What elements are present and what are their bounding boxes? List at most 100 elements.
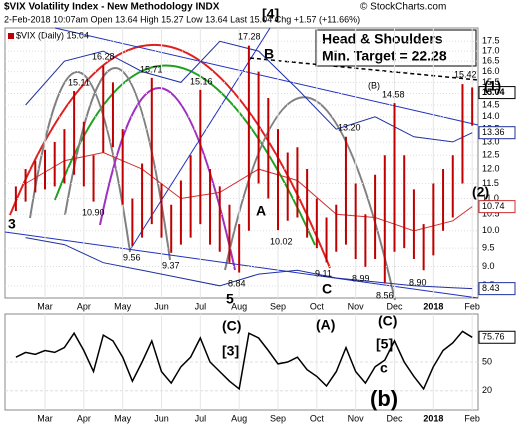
overlay-line — [25, 237, 473, 290]
x-tick-label: Jun — [154, 301, 169, 311]
value-box — [478, 330, 516, 344]
y-tick-label: 17.0 — [482, 45, 500, 55]
annotation: 13.20 — [338, 122, 361, 132]
legend-swatch — [8, 33, 14, 39]
y-tick-label: 10.0 — [482, 225, 500, 235]
source: © StockCharts.com — [360, 2, 446, 13]
x-tick-label: Mar — [37, 301, 53, 311]
value-box — [478, 282, 516, 296]
x-tick-label: Nov — [348, 413, 365, 423]
annotation: 9.11 — [315, 268, 332, 278]
annotation: 10.90 — [82, 207, 105, 217]
cycle-arc — [9, 43, 331, 269]
y-tick-label: 14.5 — [482, 99, 500, 109]
x-tick-label: Jul — [195, 301, 207, 311]
annotation: 5 — [226, 291, 234, 307]
y-tick-label: 50 — [482, 356, 492, 366]
annotation: (B) — [368, 80, 380, 90]
annotation: (1) — [484, 78, 501, 94]
y-tick-label: 20 — [482, 385, 492, 395]
annotation: 14.58 — [382, 89, 405, 99]
y-tick-label: 9.0 — [482, 261, 495, 271]
cycle-arc — [64, 67, 171, 261]
annotation: c — [380, 360, 388, 376]
y-tick-label: 16.0 — [482, 66, 500, 76]
cycle-arc — [99, 87, 236, 271]
y-tick-label: 12.0 — [482, 163, 500, 173]
note: Head & Shoulders — [322, 31, 443, 47]
chart-subtitle: 2-Feb-2018 10:07am Open 13.64 High 15.27… — [4, 14, 360, 24]
x-tick-label: Dec — [386, 413, 403, 423]
annotation: 8.84 — [228, 278, 246, 288]
x-tick-label: 2018 — [423, 301, 443, 311]
x-tick-label: Aug — [231, 413, 247, 423]
overlay-line — [25, 40, 473, 143]
main-panel — [4, 27, 479, 299]
value-box-label: 10.74 — [482, 201, 505, 211]
annotation: 15.11 — [68, 77, 90, 87]
trend-line — [54, 27, 479, 126]
x-tick-label: Oct — [310, 413, 325, 423]
x-tick-label: Sep — [270, 301, 286, 311]
x-tick-label: Oct — [310, 301, 325, 311]
note-box — [315, 29, 477, 67]
x-tick-label: 2018 — [423, 413, 443, 423]
x-tick-label: Aug — [231, 301, 247, 311]
cycle-arc — [29, 71, 131, 253]
annotation: 10.02 — [270, 236, 293, 246]
annotation: 17.28 — [238, 31, 261, 41]
annotation: B — [264, 46, 274, 62]
annotation: (C) — [222, 318, 241, 334]
annotation: 15.16 — [190, 76, 213, 86]
overlay-lines — [4, 27, 479, 301]
cycle-arc — [224, 96, 396, 301]
x-tick-label: Feb — [464, 413, 480, 423]
y-tick-label: 9.5 — [482, 243, 495, 253]
legend-entry: $VIX (Daily) 15.04 — [16, 30, 89, 40]
x-tick-label: Sep — [270, 413, 286, 423]
annotation: 9.37 — [162, 260, 180, 270]
y-tick-label: 16.5 — [482, 56, 500, 66]
y-tick-label: 11.0 — [482, 193, 499, 203]
annotation: (2) — [472, 184, 489, 200]
x-tick-label: Apr — [77, 413, 91, 423]
value-box — [478, 126, 516, 140]
note: Min. Target = 22.28 — [322, 48, 447, 64]
x-tick-label: Feb — [464, 301, 480, 311]
y-tick-label: 13.0 — [482, 136, 500, 146]
x-tick-label: Jun — [154, 413, 169, 423]
annotation: 15.71 — [140, 64, 163, 74]
y-tick-label: 10.5 — [482, 209, 500, 219]
annotation: 15.42 — [454, 69, 477, 79]
annotation: [5] — [376, 336, 393, 352]
y-tick-label: 14.0 — [482, 111, 500, 121]
annotation: 8.90 — [409, 277, 427, 287]
x-tick-label: Apr — [77, 301, 91, 311]
value-box — [478, 200, 516, 214]
annotation: 8.99 — [352, 273, 370, 283]
y-tick-label: 15.5 — [482, 77, 500, 87]
chart-title: $VIX Volatility Index - New Methodology … — [4, 2, 220, 13]
annotation: 8.56 — [376, 290, 394, 300]
annotation: 16.28 — [92, 51, 115, 61]
annotation: A — [256, 203, 266, 219]
value-box-label: 13.36 — [482, 127, 505, 137]
annotation: (b) — [370, 386, 398, 411]
value-box-label: 75.76 — [482, 332, 505, 342]
cycle-arc — [54, 64, 316, 246]
y-tick-label: 12.5 — [482, 150, 500, 160]
x-tick-label: May — [114, 301, 132, 311]
annotation: (A) — [316, 317, 335, 333]
x-tick-label: Jul — [195, 413, 207, 423]
x-tick-label: Nov — [348, 301, 365, 311]
y-tick-label: 17.5 — [482, 36, 500, 46]
x-tick-label: Mar — [37, 413, 53, 423]
annotation: C — [322, 281, 332, 297]
y-tick-label: 11.5 — [482, 178, 499, 188]
value-box-label: 8.43 — [482, 283, 500, 293]
x-tick-label: Dec — [386, 301, 403, 311]
annotation: (C) — [378, 313, 397, 329]
rsi-line — [15, 330, 473, 391]
annotation: 3 — [8, 216, 16, 232]
